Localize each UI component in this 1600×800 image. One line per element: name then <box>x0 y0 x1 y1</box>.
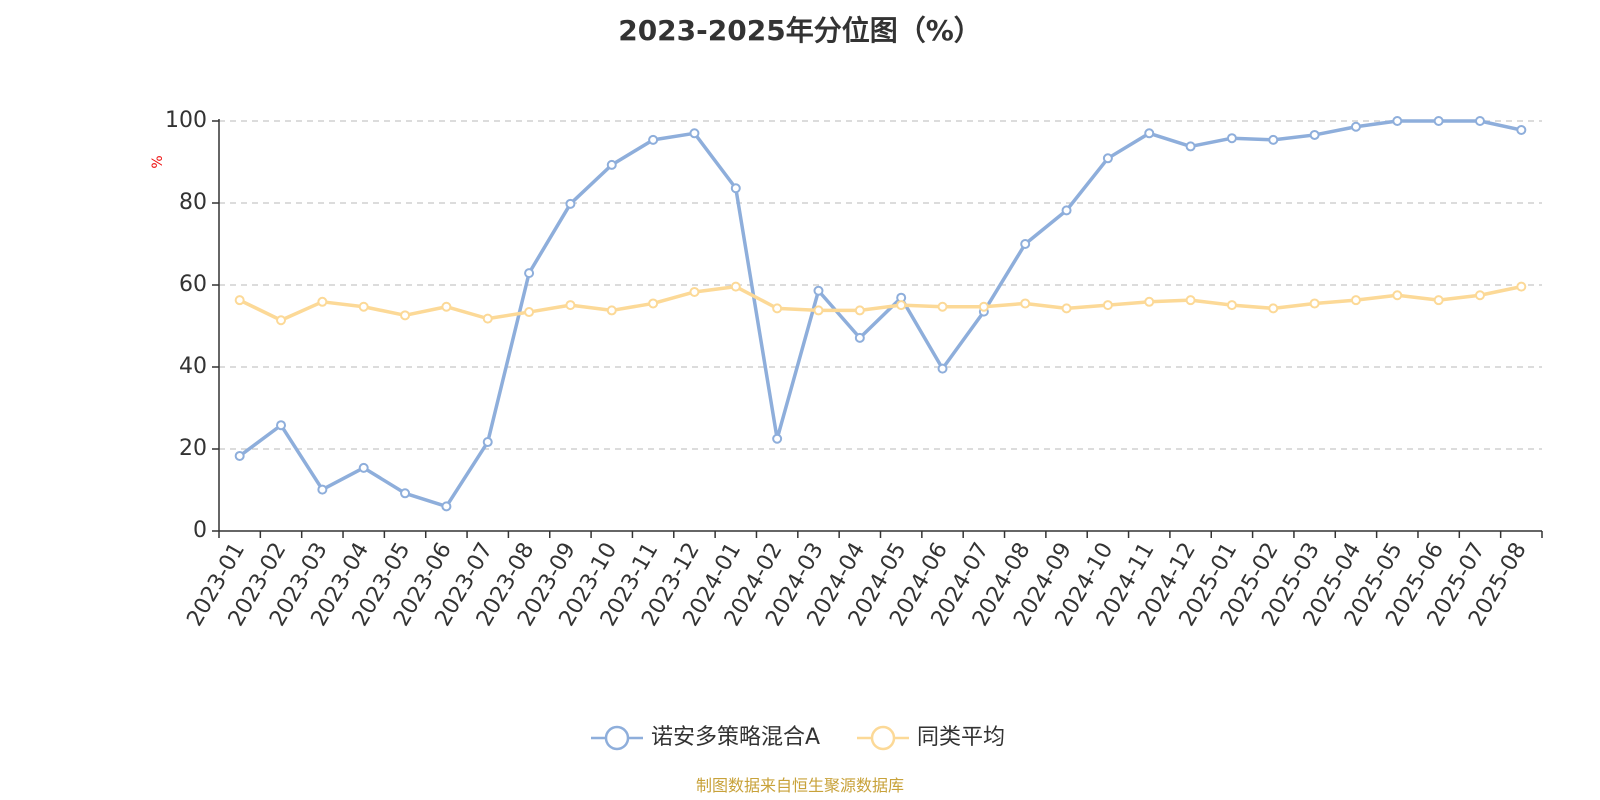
data-point-1 <box>1433 295 1444 306</box>
data-point-1 <box>689 286 700 297</box>
data-point-0 <box>524 268 535 279</box>
data-point-1 <box>441 301 452 312</box>
data-point-1 <box>482 313 493 324</box>
data-point-1 <box>234 295 245 306</box>
data-point-1 <box>1350 295 1361 306</box>
data-point-0 <box>1144 128 1155 139</box>
data-point-1 <box>648 298 659 309</box>
data-point-0 <box>565 198 576 209</box>
data-point-1 <box>937 301 948 312</box>
data-point-0 <box>358 462 369 473</box>
legend-marker <box>604 725 630 751</box>
data-point-1 <box>772 303 783 314</box>
data-point-0 <box>730 183 741 194</box>
data-point-1 <box>358 301 369 312</box>
data-point-1 <box>1309 298 1320 309</box>
y-axis-label: % <box>150 155 166 168</box>
data-point-1 <box>978 301 989 312</box>
data-point-1 <box>730 281 741 292</box>
data-point-1 <box>896 300 907 311</box>
series-lines <box>234 116 1527 512</box>
data-point-1 <box>1144 296 1155 307</box>
data-point-0 <box>689 128 700 139</box>
source-note: 制图数据来自恒生聚源数据库 <box>696 776 904 795</box>
y-tick-label: 100 <box>165 108 207 133</box>
legend-marker <box>870 725 896 751</box>
legend[interactable]: 诺安多策略混合A 同类平均 <box>591 725 1005 751</box>
data-point-0 <box>317 484 328 495</box>
data-point-1 <box>524 307 535 318</box>
data-point-0 <box>937 363 948 374</box>
legend-label: 同类平均 <box>917 725 1005 750</box>
y-tick-label: 80 <box>179 190 207 215</box>
data-point-1 <box>1020 298 1031 309</box>
data-point-0 <box>1392 116 1403 126</box>
data-point-0 <box>400 488 411 499</box>
data-point-1 <box>1102 300 1113 311</box>
legend-item-1[interactable]: 同类平均 <box>857 725 1005 751</box>
data-point-0 <box>648 134 659 145</box>
data-point-0 <box>1474 116 1485 126</box>
data-point-0 <box>854 332 865 343</box>
data-point-0 <box>1350 121 1361 132</box>
y-axis: 0 20 40 60 80 100 <box>165 108 220 543</box>
legend-label: 诺安多策略混合A <box>651 725 820 750</box>
data-point-0 <box>441 501 452 512</box>
data-point-1 <box>606 305 617 316</box>
data-point-0 <box>482 437 493 448</box>
data-point-0 <box>772 433 783 444</box>
data-point-0 <box>276 420 287 431</box>
data-point-1 <box>317 296 328 307</box>
data-point-1 <box>565 300 576 311</box>
chart-title: 2023-2025年分位图（%） <box>618 14 982 47</box>
data-point-0 <box>1268 134 1279 145</box>
data-point-1 <box>854 305 865 316</box>
legend-item-0[interactable]: 诺安多策略混合A <box>591 725 820 751</box>
data-point-1 <box>1061 303 1072 314</box>
grid-lines <box>219 120 1542 450</box>
y-tick-label: 20 <box>179 436 207 461</box>
data-point-0 <box>1433 116 1444 126</box>
y-tick-label: 0 <box>193 518 207 543</box>
x-axis: 2023-012023-022023-032023-042023-052023-… <box>182 530 1543 631</box>
data-point-0 <box>1061 205 1072 216</box>
data-point-1 <box>813 305 824 316</box>
data-point-0 <box>234 450 245 461</box>
data-point-1 <box>1474 290 1485 301</box>
data-point-0 <box>1102 153 1113 164</box>
data-point-1 <box>1516 281 1527 292</box>
series-line-1 <box>237 284 1524 323</box>
data-point-0 <box>1226 133 1237 144</box>
data-point-0 <box>1309 129 1320 140</box>
data-point-1 <box>1392 290 1403 301</box>
data-point-1 <box>1185 295 1196 306</box>
data-point-1 <box>276 315 287 326</box>
data-point-1 <box>400 310 411 321</box>
data-point-1 <box>1226 300 1237 311</box>
data-point-0 <box>1020 239 1031 249</box>
y-tick-label: 60 <box>179 272 207 297</box>
data-point-0 <box>1185 141 1196 152</box>
data-point-0 <box>606 159 617 170</box>
series-line-0 <box>237 119 1524 509</box>
data-point-1 <box>1268 303 1279 314</box>
data-point-0 <box>1516 125 1527 136</box>
data-point-0 <box>813 285 824 296</box>
y-tick-label: 40 <box>179 354 207 379</box>
